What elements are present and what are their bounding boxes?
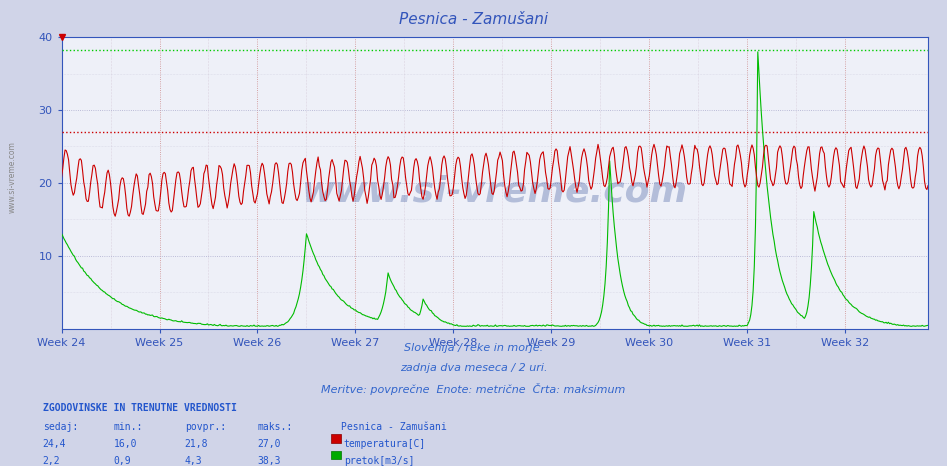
Text: 21,8: 21,8 xyxy=(185,439,208,449)
Text: 38,3: 38,3 xyxy=(258,456,281,466)
Text: 27,0: 27,0 xyxy=(258,439,281,449)
Text: www.si-vreme.com: www.si-vreme.com xyxy=(302,175,688,209)
Text: Meritve: povprečne  Enote: metrične  Črta: maksimum: Meritve: povprečne Enote: metrične Črta:… xyxy=(321,383,626,395)
Text: Pesnica - Zamušani: Pesnica - Zamušani xyxy=(399,12,548,27)
Text: ZGODOVINSKE IN TRENUTNE VREDNOSTI: ZGODOVINSKE IN TRENUTNE VREDNOSTI xyxy=(43,403,237,413)
Text: sedaj:: sedaj: xyxy=(43,422,78,432)
Text: maks.:: maks.: xyxy=(258,422,293,432)
Text: 2,2: 2,2 xyxy=(43,456,61,466)
Text: temperatura[C]: temperatura[C] xyxy=(344,439,426,449)
Text: Pesnica - Zamušani: Pesnica - Zamušani xyxy=(341,422,447,432)
Text: www.si-vreme.com: www.si-vreme.com xyxy=(8,141,17,213)
Text: povpr.:: povpr.: xyxy=(185,422,225,432)
Text: 0,9: 0,9 xyxy=(114,456,132,466)
Text: min.:: min.: xyxy=(114,422,143,432)
Text: pretok[m3/s]: pretok[m3/s] xyxy=(344,456,414,466)
Text: 4,3: 4,3 xyxy=(185,456,203,466)
Text: zadnja dva meseca / 2 uri.: zadnja dva meseca / 2 uri. xyxy=(400,363,547,373)
Text: Slovenija / reke in morje.: Slovenija / reke in morje. xyxy=(404,343,543,352)
Text: 16,0: 16,0 xyxy=(114,439,137,449)
Text: 24,4: 24,4 xyxy=(43,439,66,449)
